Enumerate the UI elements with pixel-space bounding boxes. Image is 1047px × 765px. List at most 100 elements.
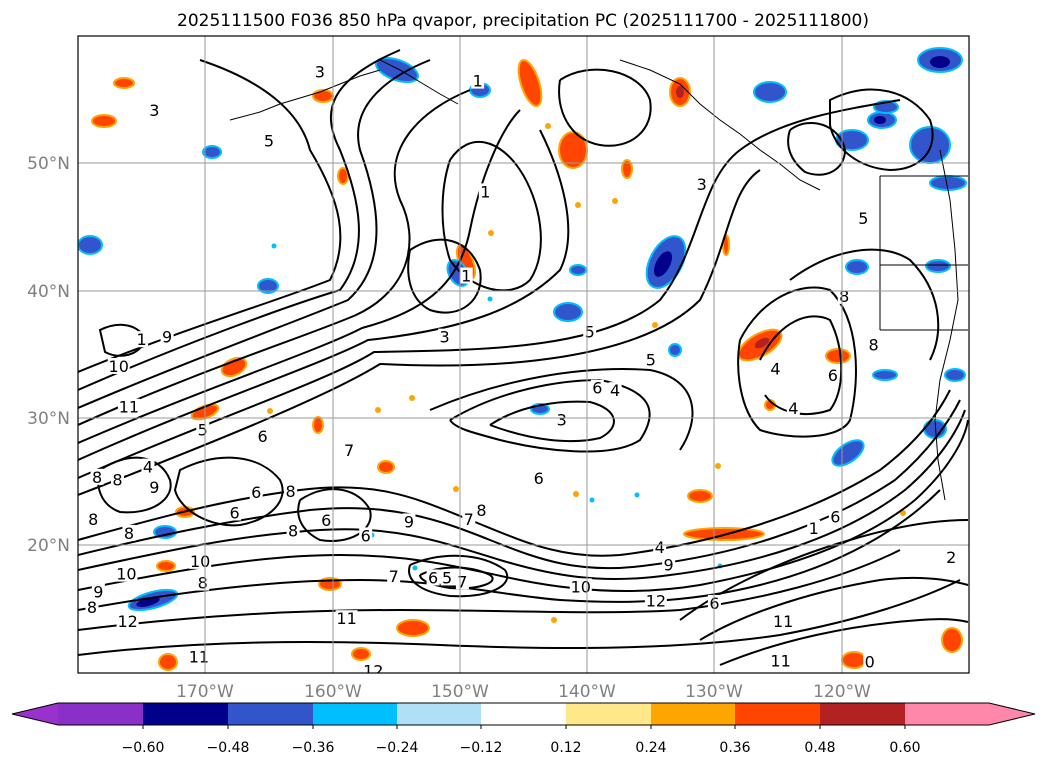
colorbar-segment [820, 703, 905, 725]
contour-label: 1 [461, 267, 471, 286]
contour-label-background [85, 598, 99, 615]
contour-label: 6 [830, 507, 840, 526]
contour-label-background [583, 323, 597, 340]
contour-label-background [828, 508, 842, 525]
contour-label-background [471, 72, 485, 89]
coastlines [229, 59, 968, 501]
contour-label-background [786, 400, 800, 417]
map-frame [77, 35, 970, 674]
lon-label-140w: 140°W [558, 682, 616, 702]
contour-label: 6 [257, 427, 267, 446]
contour-label-background [110, 471, 124, 488]
contour-label-background [359, 527, 373, 544]
contour-label-background [426, 569, 440, 586]
contour-label: 8 [288, 521, 298, 540]
contour-label: 8 [198, 574, 208, 593]
contour-label-background [644, 592, 667, 609]
contour-label: 7 [344, 441, 354, 460]
contour-label: 9 [404, 512, 414, 531]
latitude-labels: 50°N 40°N 30°N 20°N [27, 154, 70, 556]
contour-label-background [262, 132, 276, 149]
contour-label: 3 [557, 410, 567, 429]
contour-label: 7 [464, 510, 474, 529]
contour-label-background [122, 524, 136, 541]
colorbar-tick-label: 0.60 [889, 740, 920, 756]
colorbar-segment [397, 703, 481, 725]
lon-label-120w: 120°W [813, 682, 871, 702]
lon-label-160w: 160°W [304, 682, 362, 702]
contour-label-background [662, 556, 676, 573]
contour-label-background [695, 175, 709, 192]
contour-label: 10 [116, 565, 136, 584]
contour-label-background [90, 468, 104, 485]
contour-label-background [863, 653, 877, 670]
contour-label-background [474, 501, 488, 518]
colorbar-tick-label: −0.24 [376, 740, 419, 756]
contour-label: 11 [189, 647, 209, 666]
contour-label: 8 [868, 335, 878, 354]
colorbar-max-extend [989, 703, 1035, 725]
contour-label: 3 [697, 175, 707, 194]
contour-label-background [86, 510, 100, 527]
contour-label-background [807, 519, 821, 536]
contour-label: 5 [858, 209, 868, 228]
colorbar-tick-label: −0.12 [460, 740, 503, 756]
contour-label: 10 [109, 357, 129, 376]
contour-label: 8 [87, 598, 97, 617]
contour-label-background [256, 428, 270, 445]
contour-label: 6 [828, 366, 838, 385]
contour-label-background [555, 411, 569, 428]
colorbar: −0.60 −0.48 −0.36 −0.24 −0.12 0.12 0.24 … [11, 702, 1036, 756]
colorbar-segment [905, 703, 989, 725]
contour-label-background [284, 482, 298, 499]
contour-label: 11 [770, 651, 790, 670]
contour-label: 8 [124, 524, 134, 543]
contour-label: 6 [321, 511, 331, 530]
contour-label: 8 [839, 287, 849, 306]
contour-label-background [440, 569, 454, 586]
contour-label: 10 [190, 552, 210, 571]
contour-label-background [147, 101, 161, 118]
lat-label-50n: 50°N [27, 154, 70, 174]
colorbar-segment [566, 703, 651, 725]
contour-label-background [590, 379, 604, 396]
contour-label: 6 [534, 469, 544, 488]
contour-label-background [160, 328, 174, 345]
lat-label-40n: 40°N [27, 282, 70, 302]
contour-label-background [837, 287, 851, 304]
contour-label: 11 [119, 398, 139, 417]
contour-label-background [772, 612, 795, 629]
contour-label: 6 [229, 503, 239, 522]
longitude-labels: 170°W 160°W 150°W 140°W 130°W 120°W [176, 682, 871, 702]
contour-label: 3 [439, 328, 449, 347]
gridlines [78, 36, 969, 673]
contour-label: 7 [457, 572, 467, 591]
contour-label-background [826, 366, 840, 383]
contour-label: 5 [198, 421, 208, 440]
contour-label: 1 [473, 72, 483, 91]
colorbar-segment [651, 703, 735, 725]
contour-label-background [387, 568, 401, 585]
contour-label-background [769, 360, 783, 377]
contour-label-background [335, 610, 358, 627]
lon-label-150w: 150°W [431, 682, 489, 702]
contour-label: 9 [162, 328, 172, 347]
contour-label: 8 [92, 468, 102, 487]
contour-label-background [286, 522, 300, 539]
colorbar-segment [481, 703, 566, 725]
contour-label: 4 [655, 538, 665, 557]
contour-label: 4 [143, 458, 153, 477]
contour-label-background [196, 574, 210, 591]
contour-label: 8 [476, 501, 486, 520]
lat-label-30n: 30°N [27, 409, 70, 429]
contour-label-background [189, 552, 212, 569]
colorbar-segment [58, 703, 143, 725]
contour-label-background [362, 662, 385, 673]
contour-label-background [319, 512, 333, 529]
contour-label-background [141, 458, 155, 475]
colorbar-tick-label: 0.48 [804, 740, 835, 756]
contour-label: 6 [428, 568, 438, 587]
